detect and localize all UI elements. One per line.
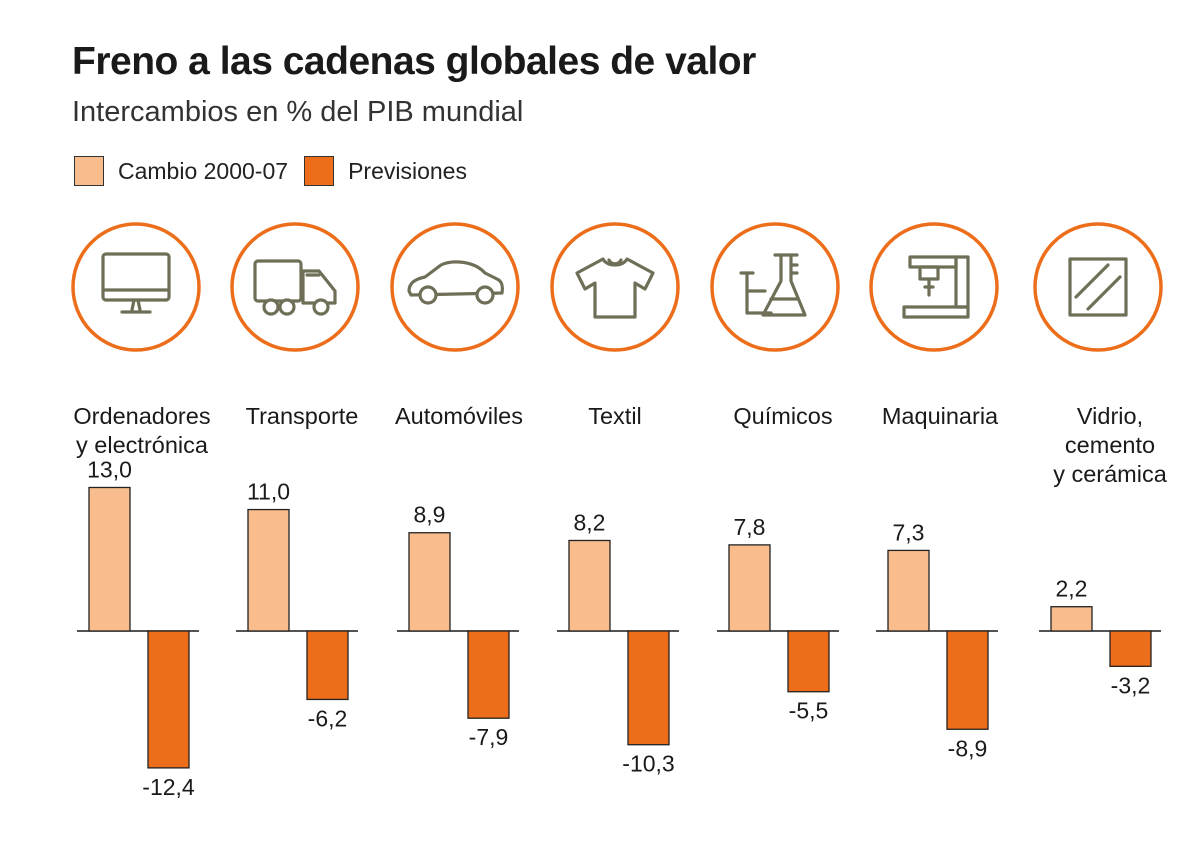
bar-prevision xyxy=(467,630,510,719)
glass-pane-icon-glyph xyxy=(1068,257,1128,317)
category-label-line: Químicos xyxy=(733,403,832,429)
data-label: 7,3 xyxy=(893,519,925,545)
data-label: 8,2 xyxy=(574,509,606,535)
data-label: 8,9 xyxy=(414,502,446,528)
bar-cambio xyxy=(887,549,930,632)
icon-ring xyxy=(550,222,680,352)
data-label: -5,5 xyxy=(789,698,829,724)
category-label: Químicos xyxy=(733,403,832,429)
glass-pane-icon xyxy=(1033,222,1163,352)
bar-prevision xyxy=(306,630,349,701)
bar-cambio xyxy=(247,508,290,632)
icon-ring xyxy=(1033,222,1163,352)
legend-label-previsiones: Previsiones xyxy=(348,157,467,184)
category-label: Textil xyxy=(588,403,642,429)
category-label-line: y electrónica xyxy=(76,432,209,458)
data-label: -8,9 xyxy=(948,735,988,761)
category-label-line: Transporte xyxy=(246,403,359,429)
bar-cambio xyxy=(1050,606,1093,632)
category-label-line: y cerámica xyxy=(1053,461,1168,487)
category-label: Maquinaria xyxy=(882,403,999,429)
data-label: 13,0 xyxy=(87,456,132,482)
monitor-icon xyxy=(71,222,201,352)
category-label-line: cemento xyxy=(1065,432,1155,458)
bar-prevision xyxy=(946,630,989,730)
chart-title: Freno a las cadenas globales de valor xyxy=(72,40,756,83)
truck-icon xyxy=(230,222,360,352)
icon-ring xyxy=(710,222,840,352)
car-icon xyxy=(390,222,520,352)
tshirt-icon-glyph xyxy=(575,257,655,319)
data-label: -3,2 xyxy=(1111,672,1151,698)
data-label: -7,9 xyxy=(469,724,509,750)
category-label: Ordenadores y electrónica xyxy=(73,403,210,458)
machine-icon xyxy=(869,222,999,352)
bar-prevision xyxy=(1109,630,1152,667)
bar-cambio xyxy=(88,486,131,632)
data-label: 7,8 xyxy=(734,514,766,540)
category-label-line: Maquinaria xyxy=(882,403,999,429)
legend-swatch-cambio xyxy=(74,156,104,186)
data-label: 11,0 xyxy=(247,479,290,505)
category-label: Transporte xyxy=(246,403,359,429)
category-label-line: Automóviles xyxy=(395,403,523,429)
icon-ring xyxy=(230,222,360,352)
data-label: -12,4 xyxy=(142,774,195,800)
category-label-line: Ordenadores xyxy=(73,403,210,429)
tshirt-icon xyxy=(550,222,680,352)
chart-subtitle: Intercambios en % del PIB mundial xyxy=(72,96,524,128)
car-icon-glyph xyxy=(407,260,504,305)
category-label: Automóviles xyxy=(395,403,523,429)
flask-icon xyxy=(710,222,840,352)
bar-prevision xyxy=(147,630,190,769)
data-label: 2,2 xyxy=(1056,576,1088,602)
data-label: -6,2 xyxy=(308,705,348,731)
bar-cambio xyxy=(408,532,451,632)
category-label: Vidrio, cemento y cerámica xyxy=(1053,403,1168,487)
icon-ring xyxy=(390,222,520,352)
legend: Cambio 2000-07 Previsiones xyxy=(74,156,483,186)
flask-icon-glyph xyxy=(739,253,807,317)
data-label: -10,3 xyxy=(622,751,674,777)
icon-ring xyxy=(71,222,201,352)
bar-prevision xyxy=(787,630,830,693)
bar-cambio xyxy=(568,539,611,632)
category-label-line: Textil xyxy=(588,403,642,429)
monitor-icon-glyph xyxy=(101,252,171,314)
truck-icon-glyph xyxy=(253,259,337,316)
legend-label-cambio: Cambio 2000-07 xyxy=(118,157,289,184)
bar-prevision xyxy=(627,630,670,746)
category-label-line: Vidrio, xyxy=(1077,403,1143,429)
bar-cambio xyxy=(728,544,771,632)
legend-item-cambio: Cambio 2000-07 xyxy=(74,156,288,186)
legend-swatch-previsiones xyxy=(304,156,335,186)
legend-item-previsiones: Previsiones xyxy=(304,156,467,186)
machine-icon-glyph xyxy=(902,255,970,319)
